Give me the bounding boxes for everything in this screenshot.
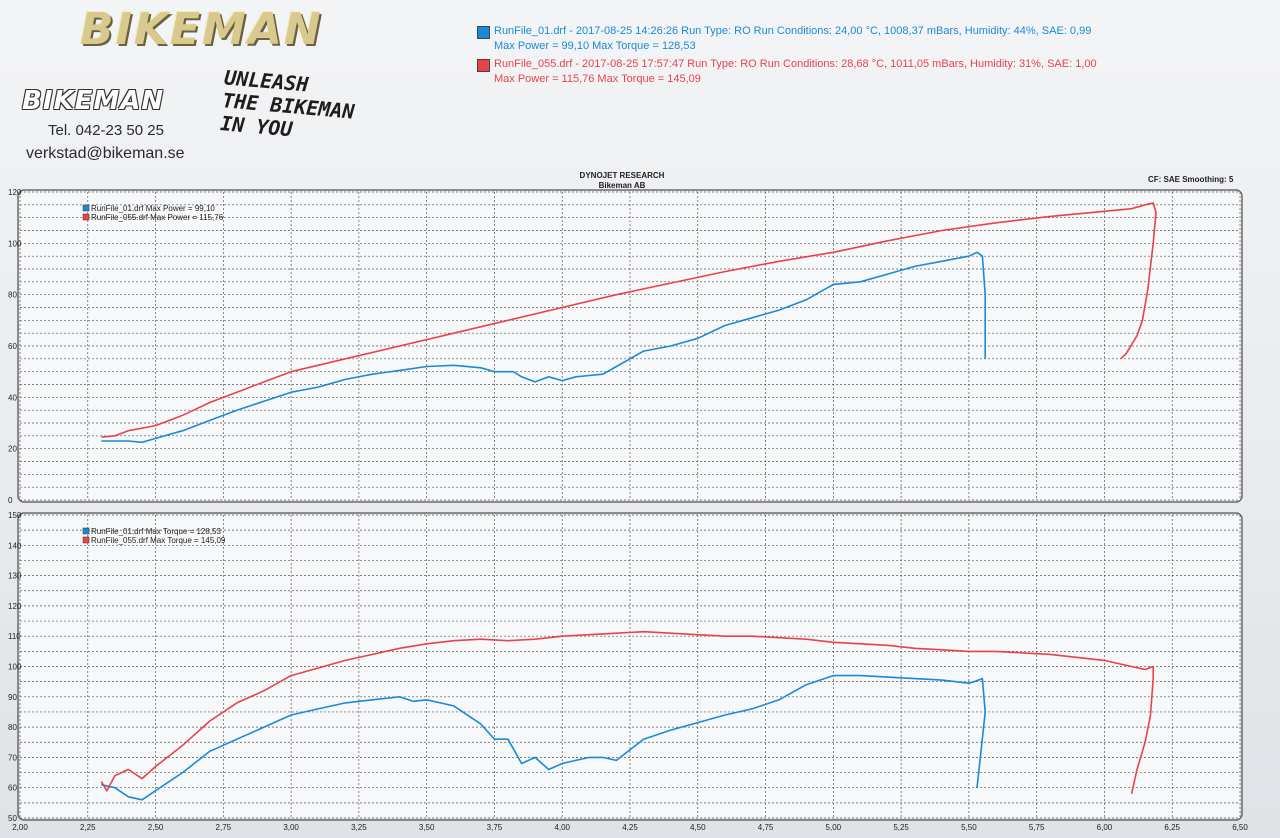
- run-color-swatch: [477, 26, 490, 39]
- legend-swatch: [82, 527, 90, 535]
- company-header: Bikeman AB: [598, 181, 646, 190]
- bikeman-logo-large: BIKEMAN: [80, 4, 323, 55]
- y-tick-label: 80: [8, 723, 17, 732]
- legend-entry: RunFile_01.drf Max Torque = 128,53: [91, 527, 221, 536]
- legend-swatch: [82, 213, 90, 221]
- series-line-runfile-055-drf: [100, 630, 1154, 794]
- run-color-swatch: [477, 59, 490, 72]
- x-tick-label: 6,00: [1097, 823, 1113, 832]
- x-tick-label: 5,75: [1029, 823, 1045, 832]
- x-tick-label: 5,00: [826, 823, 842, 832]
- correction-factor-label: CF: SAE Smoothing: 5: [1148, 175, 1234, 184]
- run-info-line: RunFile_01.drf - 2017-08-25 14:26:26 Run…: [494, 25, 1092, 37]
- y-tick-label: 40: [8, 393, 17, 402]
- series-line-runfile-01-drf: [101, 251, 986, 444]
- panel-frame: [17, 512, 1243, 821]
- x-tick-label: 6,50: [1232, 823, 1248, 832]
- x-tick-label: 5,50: [961, 823, 977, 832]
- x-tick-label: 3,75: [487, 823, 503, 832]
- y-tick-label: 70: [8, 753, 17, 762]
- legend-entry: RunFile_01.drf Max Power = 99,10: [91, 204, 215, 213]
- y-tick-label: 90: [8, 693, 17, 702]
- dynojet-header: DYNOJET RESEARCH: [579, 171, 665, 180]
- y-tick-label: 60: [8, 342, 17, 351]
- bikeman-logo-small: BIKEMAN: [22, 86, 165, 116]
- x-tick-label: 4,25: [622, 823, 638, 832]
- x-tick-label: 2,75: [216, 823, 232, 832]
- y-tick-label: 130: [8, 572, 22, 581]
- x-tick-label: 3,00: [283, 823, 299, 832]
- run-max-values: Max Power = 99,10 Max Torque = 128,53: [494, 40, 696, 52]
- x-tick-label: 4,00: [554, 823, 570, 832]
- legend-swatch: [82, 204, 90, 212]
- y-tick-label: 120: [8, 188, 22, 197]
- x-tick-label: 2,50: [148, 823, 164, 832]
- y-tick-label: 120: [8, 602, 22, 611]
- y-tick-label: 140: [8, 541, 22, 550]
- chart-panel-torque: 50 60 70 80 90 100 110 120 130 140 150 2,00 2,25 2,50…: [8, 511, 1248, 832]
- x-tick-label: 2,00: [12, 823, 28, 832]
- y-tick-label: 50: [8, 814, 17, 823]
- phone-number: Tel. 042-23 50 25: [48, 122, 164, 139]
- y-tick-label: 80: [8, 291, 17, 300]
- series-line-runfile-01-drf: [101, 674, 986, 801]
- y-tick-label: 0: [8, 496, 13, 505]
- y-tick-label: 20: [8, 445, 17, 454]
- y-tick-label: 150: [8, 511, 22, 520]
- x-tick-label: 4,75: [758, 823, 774, 832]
- email-address: verkstad@bikeman.se: [26, 145, 185, 162]
- panel-frame: [17, 189, 1243, 503]
- series-line-runfile-055-drf: [101, 202, 1157, 438]
- y-tick-label: 110: [8, 632, 21, 641]
- x-tick-label: 3,50: [419, 823, 435, 832]
- x-tick-label: 4,50: [690, 823, 706, 832]
- x-tick-label: 5,25: [893, 823, 909, 832]
- x-tick-label: 6,25: [1164, 823, 1180, 832]
- y-tick-label: 60: [8, 784, 17, 793]
- run-info-line: RunFile_055.drf - 2017-08-25 17:57:47 Ru…: [494, 58, 1097, 70]
- y-tick-label: 100: [8, 239, 22, 248]
- chart-panel-power: 0 20 40 60 80 100 120 RunFile_01.drf Max Power …: [8, 188, 1243, 505]
- x-tick-label: 2,25: [80, 823, 96, 832]
- legend-entry: RunFile_055.drf Max Power = 115,76: [91, 213, 224, 222]
- y-tick-label: 100: [8, 663, 22, 672]
- legend-swatch: [82, 536, 90, 544]
- run-max-values: Max Power = 115,76 Max Torque = 145,09: [494, 73, 701, 85]
- run-info-runfile-055: RunFile_055.drf - 2017-08-25 17:57:47 Ru…: [477, 57, 1097, 87]
- legend-entry: RunFile_055.drf Max Torque = 145,09: [91, 536, 226, 545]
- run-info-runfile-01: RunFile_01.drf - 2017-08-25 14:26:26 Run…: [477, 24, 1091, 54]
- x-tick-label: 3,25: [351, 823, 367, 832]
